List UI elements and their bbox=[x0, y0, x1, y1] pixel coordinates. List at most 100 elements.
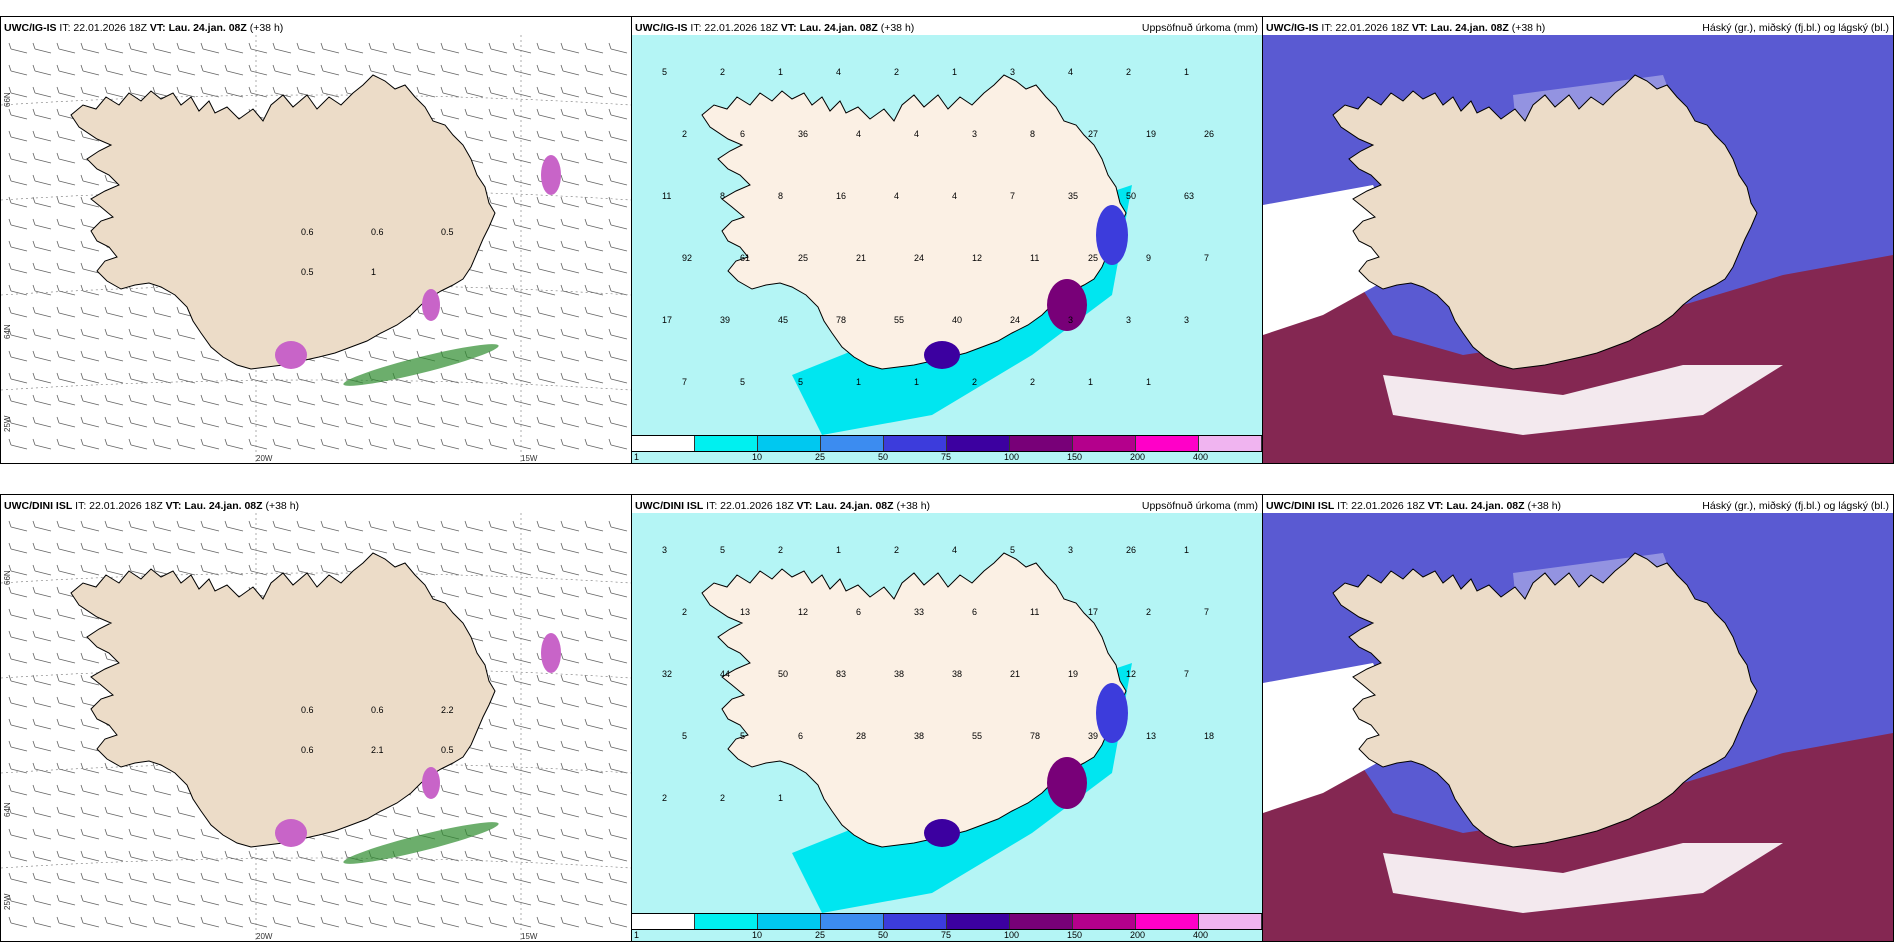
wind-barb bbox=[320, 872, 340, 884]
wind-barb bbox=[560, 108, 580, 120]
wind-barb bbox=[536, 718, 556, 730]
wind-barb bbox=[440, 586, 460, 598]
wind-barb bbox=[560, 696, 580, 708]
wind-barb bbox=[464, 438, 484, 450]
wind-barb bbox=[560, 718, 580, 730]
wind-barb bbox=[344, 42, 364, 54]
wind-barb bbox=[608, 416, 628, 428]
wind-barb bbox=[56, 262, 76, 274]
wind-barb bbox=[512, 916, 532, 928]
wind-barb bbox=[200, 828, 220, 840]
wind-barb bbox=[584, 784, 604, 796]
wind-barb bbox=[176, 42, 196, 54]
wind-barb bbox=[512, 152, 532, 164]
wind-barb bbox=[584, 218, 604, 230]
wind-barb bbox=[344, 542, 364, 554]
value-label: 24 bbox=[1010, 315, 1020, 325]
wind-barb bbox=[536, 762, 556, 774]
wind-barb bbox=[56, 196, 76, 208]
wind-barb bbox=[488, 916, 508, 928]
wind-barb bbox=[488, 64, 508, 76]
value-label: 1 bbox=[1184, 545, 1189, 555]
wind-barb bbox=[104, 350, 124, 362]
wind-barb bbox=[296, 916, 316, 928]
wind-barb bbox=[368, 416, 388, 428]
wind-barb bbox=[608, 262, 628, 274]
wind-barb bbox=[416, 328, 436, 340]
wind-barb bbox=[248, 86, 268, 98]
wind-barb bbox=[536, 130, 556, 142]
wind-barb bbox=[560, 372, 580, 384]
wind-barb bbox=[296, 394, 316, 406]
legend-label: 50 bbox=[878, 452, 889, 462]
wind-barb bbox=[32, 130, 52, 142]
wind-barb bbox=[560, 564, 580, 576]
wind-barb bbox=[128, 306, 148, 318]
wind-barb bbox=[32, 762, 52, 774]
wind-barb bbox=[344, 394, 364, 406]
wind-barb bbox=[488, 152, 508, 164]
wind-barb bbox=[32, 916, 52, 928]
panel-title: UWC/IG-IS IT: 22.01.2026 18Z VT: Lau. 24… bbox=[4, 22, 284, 34]
wind-barb bbox=[392, 394, 412, 406]
wind-barb bbox=[536, 564, 556, 576]
legend-label: 10 bbox=[752, 452, 763, 462]
wind-barb bbox=[296, 542, 316, 554]
value-label: 8 bbox=[1030, 129, 1035, 139]
wind-barb bbox=[440, 916, 460, 928]
wind-barb bbox=[152, 872, 172, 884]
wind-barb bbox=[488, 674, 508, 686]
wind-barb bbox=[608, 64, 628, 76]
value-label: 78 bbox=[1030, 731, 1040, 741]
wind-barb bbox=[8, 328, 28, 340]
value-label: 55 bbox=[972, 731, 982, 741]
wind-barb bbox=[584, 718, 604, 730]
wind-barb bbox=[56, 718, 76, 730]
lat-label: 25W bbox=[3, 893, 12, 910]
value-label: 44 bbox=[720, 669, 730, 679]
value-label: 25 bbox=[1088, 253, 1098, 263]
wind-barb bbox=[464, 850, 484, 862]
value-label: 4 bbox=[856, 129, 861, 139]
wind-barb bbox=[272, 520, 292, 532]
wind-barb bbox=[32, 740, 52, 752]
wind-barb bbox=[56, 218, 76, 230]
wind-barb bbox=[176, 872, 196, 884]
wind-barb bbox=[608, 564, 628, 576]
wind-barb bbox=[32, 828, 52, 840]
wind-barb bbox=[608, 284, 628, 296]
wind-barb bbox=[104, 542, 124, 554]
wind-barb bbox=[560, 328, 580, 340]
wind-barb bbox=[128, 394, 148, 406]
wind-barb bbox=[80, 894, 100, 906]
wind-barb bbox=[416, 42, 436, 54]
wind-barb bbox=[536, 284, 556, 296]
wind-barb bbox=[32, 372, 52, 384]
value-label: 0.5 bbox=[441, 745, 454, 755]
wind-barb bbox=[80, 762, 100, 774]
wind-barb bbox=[8, 630, 28, 642]
wind-barb bbox=[560, 438, 580, 450]
wind-barb bbox=[608, 306, 628, 318]
wind-barb bbox=[176, 438, 196, 450]
value-label: 6 bbox=[972, 607, 977, 617]
wind-barb bbox=[224, 394, 244, 406]
legend-swatch bbox=[821, 436, 884, 451]
value-label: 2 bbox=[682, 607, 687, 617]
wind-barb bbox=[584, 608, 604, 620]
wind-barb bbox=[248, 372, 268, 384]
panel-subtitle: Uppsöfnuð úrkoma (mm) bbox=[1141, 500, 1258, 512]
wind-barb bbox=[416, 438, 436, 450]
wind-barb bbox=[488, 872, 508, 884]
wind-barb bbox=[560, 306, 580, 318]
value-label: 38 bbox=[952, 669, 962, 679]
wind-barb bbox=[152, 762, 172, 774]
wind-barb bbox=[152, 784, 172, 796]
value-label: 7 bbox=[1184, 669, 1189, 679]
value-label: 3 bbox=[1010, 67, 1015, 77]
value-label: 3 bbox=[1068, 315, 1073, 325]
wind-barb bbox=[512, 350, 532, 362]
wind-barb bbox=[392, 872, 412, 884]
wind-barb bbox=[416, 520, 436, 532]
